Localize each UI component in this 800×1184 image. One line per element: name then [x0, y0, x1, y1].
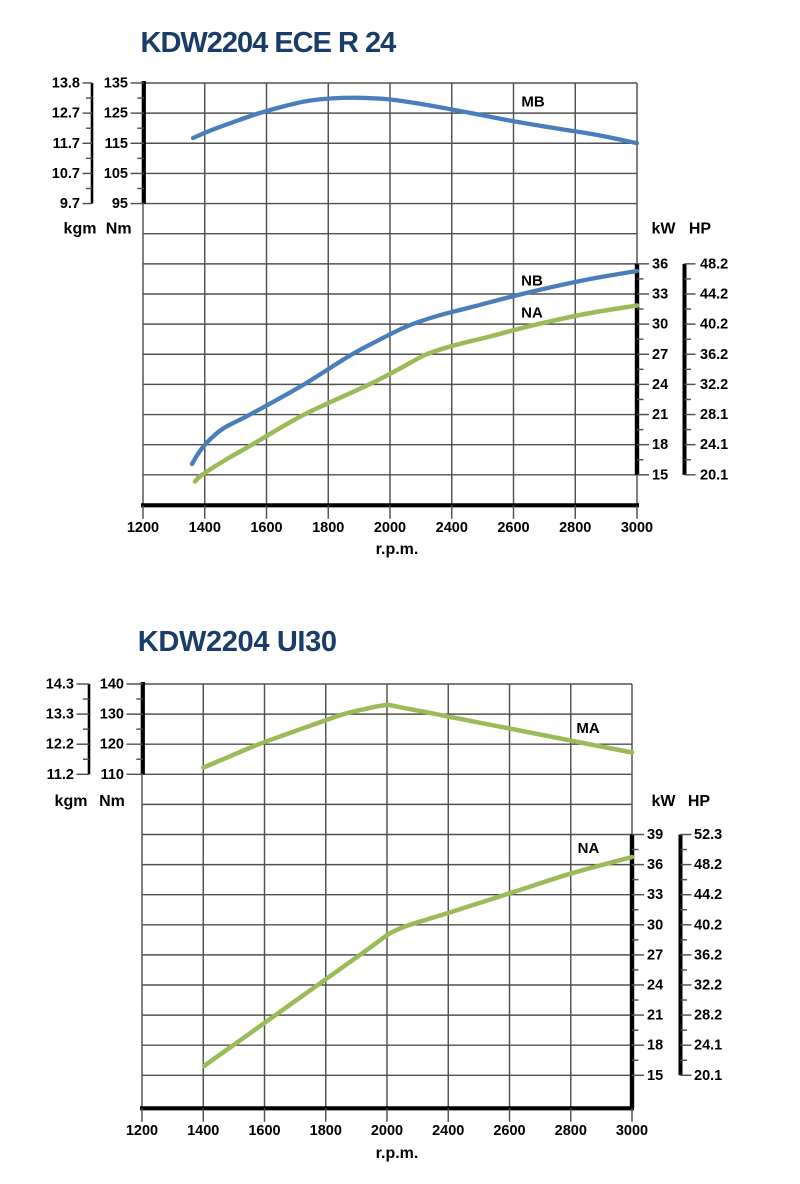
svg-text:2800: 2800	[559, 520, 591, 536]
svg-text:36: 36	[652, 256, 668, 272]
svg-text:10.7: 10.7	[52, 166, 80, 182]
svg-text:44.2: 44.2	[694, 887, 722, 903]
svg-text:24.1: 24.1	[694, 1038, 722, 1054]
svg-text:18: 18	[647, 1038, 663, 1054]
svg-text:24: 24	[647, 978, 663, 994]
svg-text:36.2: 36.2	[694, 947, 722, 963]
svg-text:2600: 2600	[493, 1123, 525, 1139]
svg-text:12.7: 12.7	[52, 106, 80, 122]
svg-text:Nm: Nm	[99, 793, 125, 810]
svg-text:48.2: 48.2	[694, 857, 722, 873]
svg-text:36.2: 36.2	[700, 347, 728, 363]
svg-text:24.1: 24.1	[700, 437, 728, 453]
svg-text:11.7: 11.7	[53, 136, 80, 152]
svg-text:KDW2204 ECE R 24: KDW2204 ECE R 24	[141, 27, 397, 59]
svg-text:kW: kW	[652, 221, 677, 238]
svg-text:28.2: 28.2	[694, 1008, 722, 1024]
svg-text:33: 33	[652, 287, 668, 303]
svg-text:105: 105	[104, 166, 128, 182]
svg-text:1600: 1600	[250, 520, 282, 536]
svg-text:kgm: kgm	[64, 221, 97, 238]
svg-text:135: 135	[104, 76, 128, 92]
svg-text:120: 120	[100, 737, 124, 753]
svg-text:r.p.m.: r.p.m.	[376, 541, 419, 558]
svg-text:kW: kW	[652, 793, 677, 810]
svg-text:NA: NA	[521, 305, 543, 322]
svg-text:1600: 1600	[248, 1123, 280, 1139]
svg-text:1800: 1800	[310, 1123, 342, 1139]
svg-text:44.2: 44.2	[700, 287, 728, 303]
svg-text:r.p.m.: r.p.m.	[376, 1145, 419, 1162]
svg-text:3000: 3000	[616, 1123, 648, 1139]
svg-text:2000: 2000	[371, 1123, 403, 1139]
svg-text:20.1: 20.1	[700, 467, 728, 483]
svg-text:2400: 2400	[436, 520, 468, 536]
svg-text:30: 30	[647, 917, 663, 933]
svg-text:95: 95	[112, 196, 128, 212]
svg-text:KDW2204 UI30: KDW2204 UI30	[138, 626, 337, 658]
svg-text:2600: 2600	[497, 520, 529, 536]
svg-text:32.2: 32.2	[694, 978, 722, 994]
svg-text:14.3: 14.3	[46, 677, 74, 693]
svg-text:1400: 1400	[187, 1123, 219, 1139]
svg-text:110: 110	[101, 767, 124, 783]
svg-text:1800: 1800	[312, 520, 344, 536]
svg-text:Nm: Nm	[106, 221, 132, 238]
svg-text:18: 18	[652, 437, 668, 453]
svg-text:NB: NB	[521, 273, 543, 290]
svg-text:28.1: 28.1	[700, 407, 728, 423]
svg-text:HP: HP	[688, 793, 711, 810]
svg-text:30: 30	[652, 317, 668, 333]
svg-text:9.7: 9.7	[60, 196, 80, 212]
svg-text:27: 27	[652, 347, 668, 363]
svg-text:52.3: 52.3	[694, 827, 722, 843]
svg-text:2400: 2400	[432, 1123, 464, 1139]
svg-text:40.2: 40.2	[700, 317, 728, 333]
svg-text:115: 115	[105, 136, 128, 152]
svg-text:48.2: 48.2	[700, 256, 728, 272]
svg-text:39: 39	[647, 827, 663, 843]
svg-text:2000: 2000	[374, 520, 406, 536]
svg-text:140: 140	[100, 677, 124, 693]
svg-text:130: 130	[100, 707, 124, 723]
svg-text:33: 33	[647, 887, 663, 903]
svg-text:MB: MB	[521, 94, 544, 111]
svg-text:HP: HP	[689, 221, 712, 238]
svg-text:24: 24	[652, 377, 668, 393]
svg-text:13.3: 13.3	[46, 707, 74, 723]
svg-text:11.2: 11.2	[47, 767, 74, 783]
svg-text:36: 36	[647, 857, 663, 873]
svg-text:3000: 3000	[621, 520, 653, 536]
svg-text:20.1: 20.1	[694, 1068, 722, 1084]
svg-text:1400: 1400	[189, 520, 221, 536]
svg-text:32.2: 32.2	[700, 377, 728, 393]
svg-text:27: 27	[647, 947, 663, 963]
svg-text:12.2: 12.2	[46, 737, 74, 753]
svg-text:21: 21	[652, 407, 668, 423]
svg-text:2800: 2800	[555, 1123, 587, 1139]
svg-text:13.8: 13.8	[52, 76, 80, 92]
svg-text:kgm: kgm	[55, 793, 88, 810]
svg-text:15: 15	[647, 1068, 663, 1084]
svg-text:15: 15	[652, 467, 668, 483]
svg-text:125: 125	[104, 106, 128, 122]
svg-text:1200: 1200	[126, 1123, 158, 1139]
svg-text:40.2: 40.2	[694, 917, 722, 933]
svg-text:NA: NA	[578, 840, 600, 857]
svg-text:1200: 1200	[127, 520, 159, 536]
svg-text:MA: MA	[576, 720, 599, 737]
svg-text:21: 21	[647, 1008, 663, 1024]
